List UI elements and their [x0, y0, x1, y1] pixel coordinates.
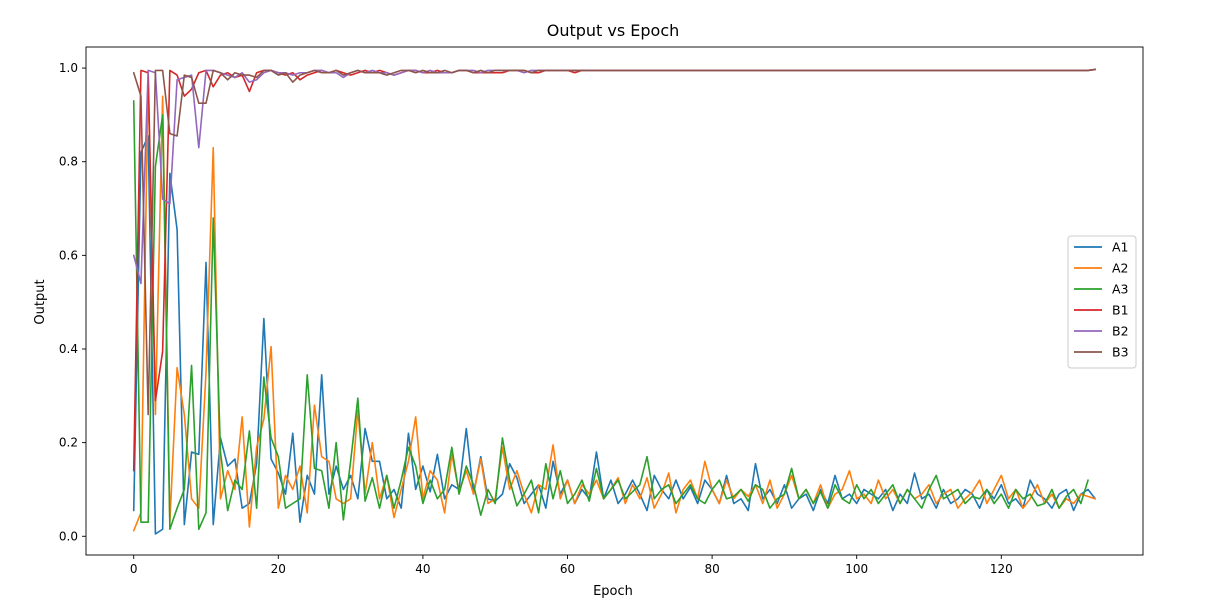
series-line-a3	[132, 100, 1089, 531]
y-tick-label: 1.0	[59, 61, 78, 75]
x-tick-label: 0	[130, 562, 138, 576]
series-line-b3	[132, 68, 1097, 416]
legend-label-b3: B3	[1112, 345, 1129, 360]
axes-layer: 0 20 40 60 80 100 120 0.0 0.2 0.4 0.6 0.8 1.0	[59, 46, 1144, 576]
x-tick-label: 20	[271, 562, 286, 576]
legend-label-a3: A3	[1112, 282, 1129, 297]
y-tick-label: 0.4	[59, 342, 78, 356]
series-layer	[132, 68, 1097, 535]
legend-label-b2: B2	[1112, 324, 1129, 339]
y-tick-label: 0.6	[59, 248, 78, 262]
y-axis-label: Output	[33, 279, 48, 324]
y-tick-label: 0.8	[59, 155, 78, 169]
y-tick-label: 0.2	[59, 436, 78, 450]
x-tick-label: 60	[560, 562, 575, 576]
legend-label-b1: B1	[1112, 303, 1129, 318]
plot-background	[86, 47, 1143, 555]
y-tick-label: 0.0	[59, 529, 78, 543]
legend-box	[1067, 235, 1137, 369]
legend: A1 A2 A3 B1 B2 B3	[1067, 235, 1137, 369]
chart-title: Output vs Epoch	[547, 21, 680, 40]
axes-frame	[85, 46, 1144, 556]
x-tick-label: 100	[845, 562, 868, 576]
series-line-a1	[132, 135, 1097, 535]
plot-area	[86, 47, 1143, 555]
legend-label-a1: A1	[1112, 240, 1129, 255]
x-tick-label: 40	[415, 562, 430, 576]
x-tick-label: 80	[704, 562, 719, 576]
legend-label-a2: A2	[1112, 261, 1129, 276]
x-tick-label: 120	[990, 562, 1013, 576]
x-axis-label: Epoch	[593, 584, 633, 599]
